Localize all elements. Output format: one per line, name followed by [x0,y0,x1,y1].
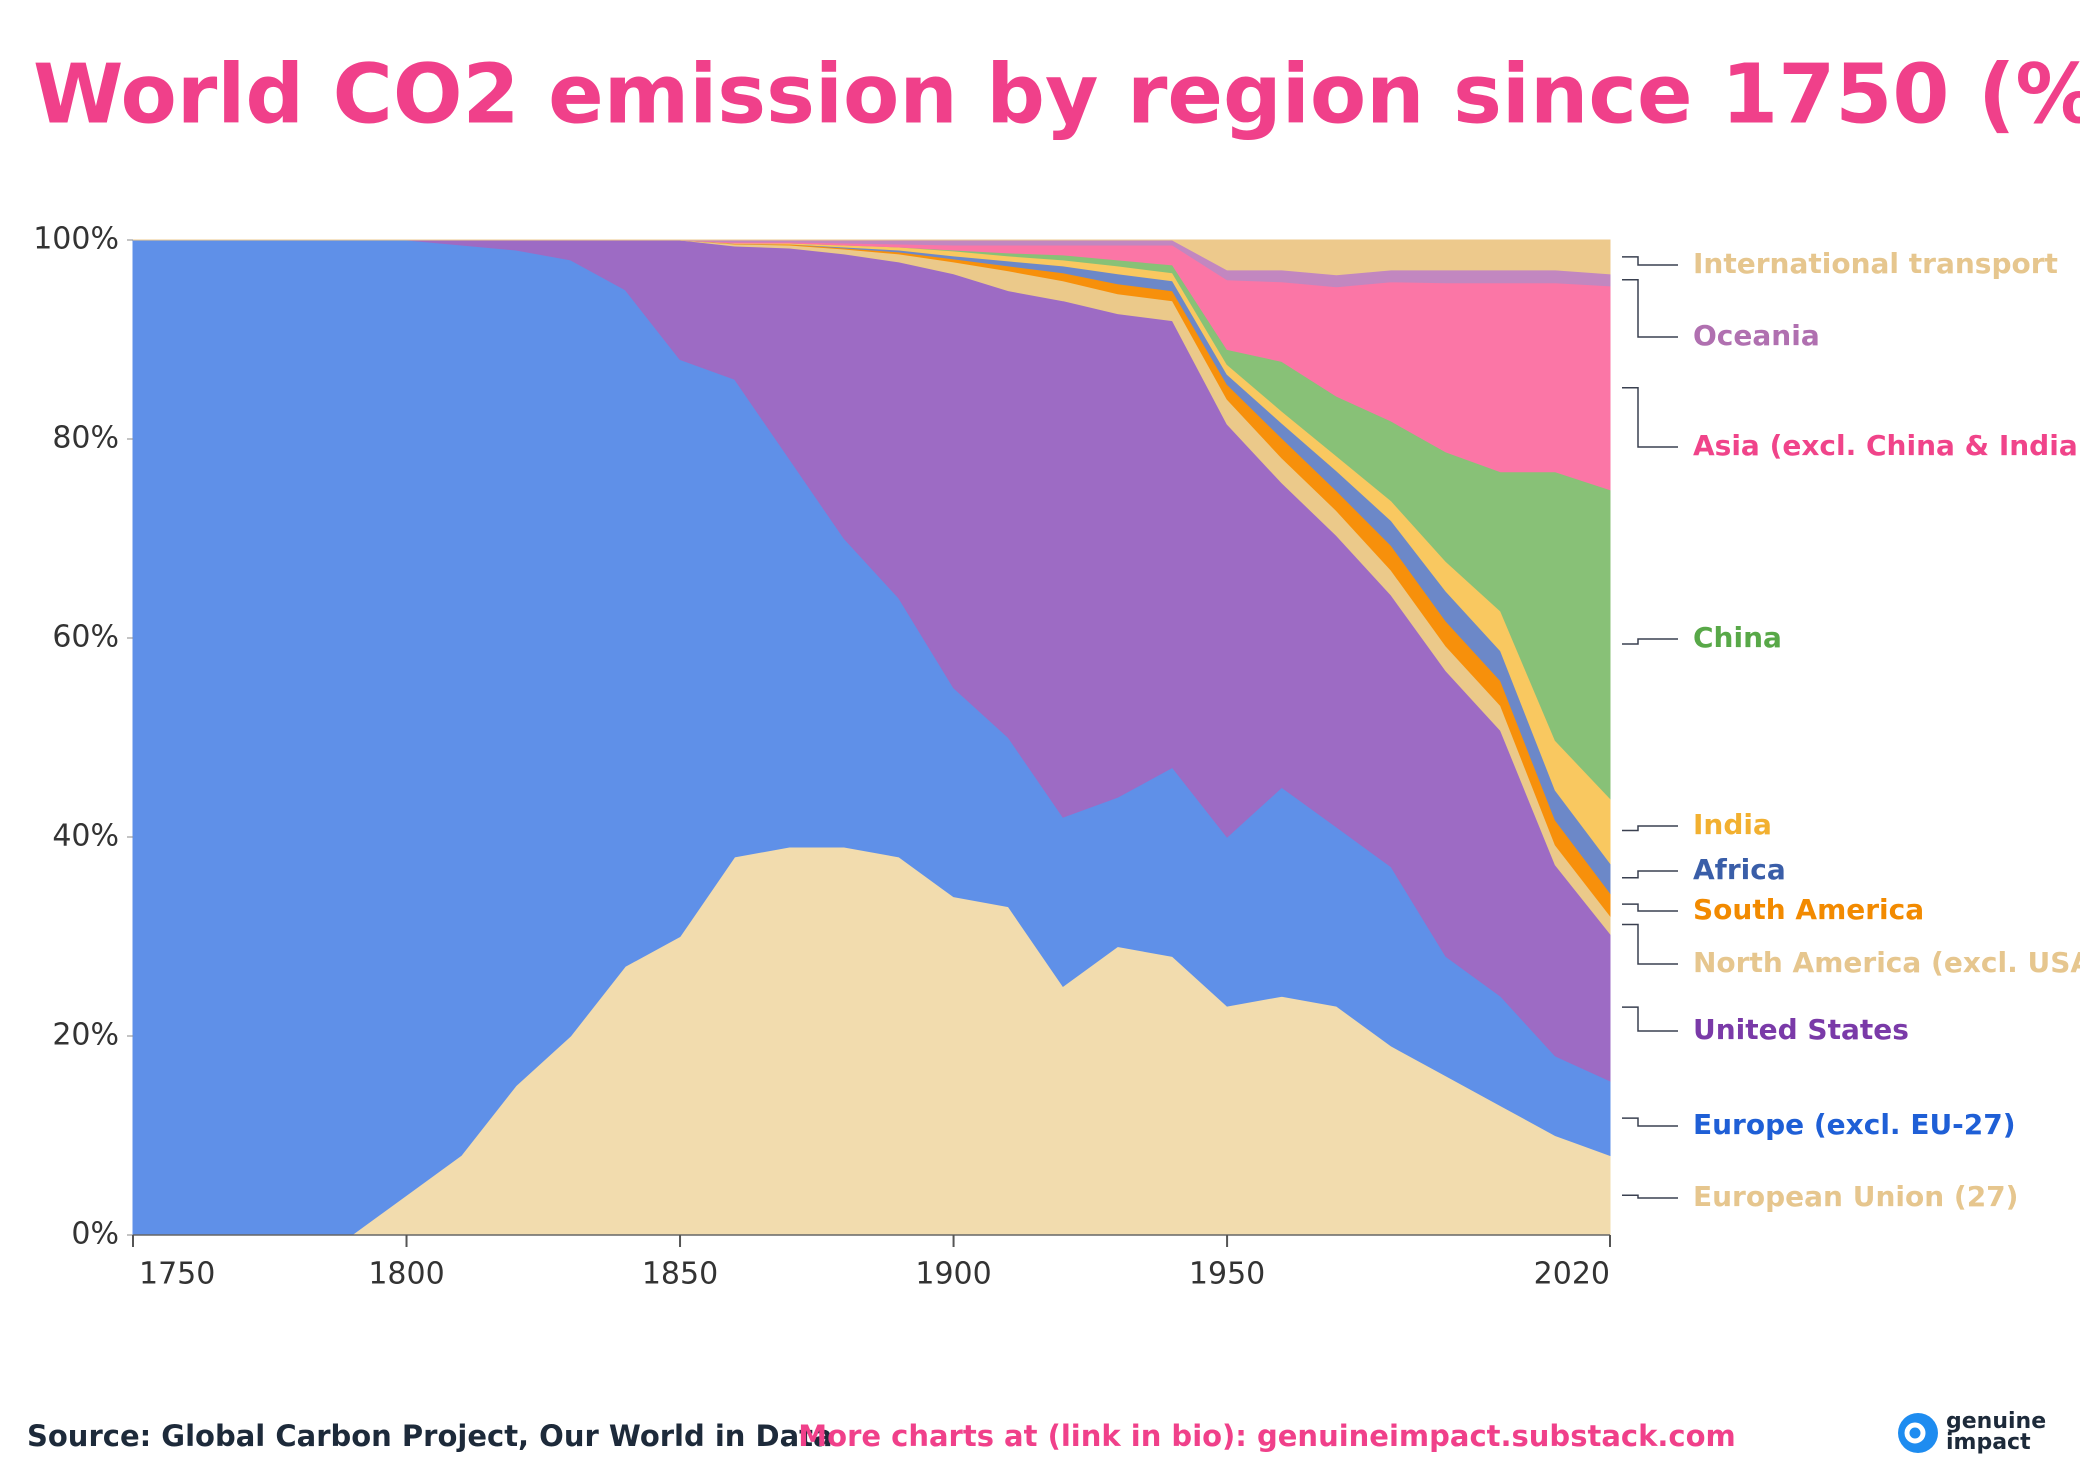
plot-area [132,239,1611,1236]
series-label: South America [1693,893,1924,926]
series-label: North America (excl. USA) [1693,946,2080,979]
series-label: Africa [1693,853,1786,886]
logo-text: impact [1946,1430,2031,1455]
series-label: India [1693,808,1772,841]
y-tick-label: 0% [71,1217,119,1252]
leader-line [1622,923,1678,965]
leader-line [1622,870,1678,879]
leader-line [1622,279,1678,338]
logo-text: genuine [1946,1409,2046,1434]
y-tick-label: 40% [52,819,119,854]
logo-icon [1898,1413,1938,1453]
leader-line [1622,638,1678,645]
y-tick-label: 60% [52,620,119,655]
y-tick-label: 80% [52,421,119,456]
leader-line [1622,256,1678,266]
series-label: Oceania [1693,319,1820,352]
x-tick-label: 1750 [139,1257,215,1292]
x-tick-label: 1850 [642,1257,718,1292]
logo: genuine impact [1898,1409,2046,1455]
series-label: International transport [1693,247,2058,280]
series-label: Asia (excl. China & India) [1693,429,2080,462]
series-label: China [1693,621,1782,654]
series-label: Europe (excl. EU-27) [1693,1108,2016,1141]
source: Source: Global Carbon Project, Our World… [27,1419,833,1453]
leader-line [1622,387,1678,448]
x-tick-label: 2020 [1534,1257,1610,1292]
logo-icon-inner [1904,1422,1926,1444]
area [133,239,1611,276]
series-label: European Union (27) [1693,1180,2018,1213]
chart-title: World CO2 emission by region since 1750 … [33,47,2080,142]
leader-line [1622,1194,1678,1199]
series-labels: European Union (27) Europe (excl. EU-27) U… [1622,247,2080,1213]
x-tick-label: 1800 [368,1257,444,1292]
leader-line [1622,903,1678,912]
x-tick-label: 1950 [1189,1257,1265,1292]
axes: 0% 20% 40% 60% 80% 100% 1750 1800 1850 1900 1950 20… [33,222,1611,1292]
y-tick-label: 20% [52,1018,119,1053]
leader-line [1622,825,1678,832]
link: More charts at (link in bio): genuineimp… [798,1419,1735,1453]
y-tick-label: 100% [33,222,119,257]
leader-line [1622,1117,1678,1127]
x-tick-label: 1900 [915,1257,991,1292]
leader-line [1622,1006,1678,1032]
series-label: United States [1693,1013,1909,1046]
